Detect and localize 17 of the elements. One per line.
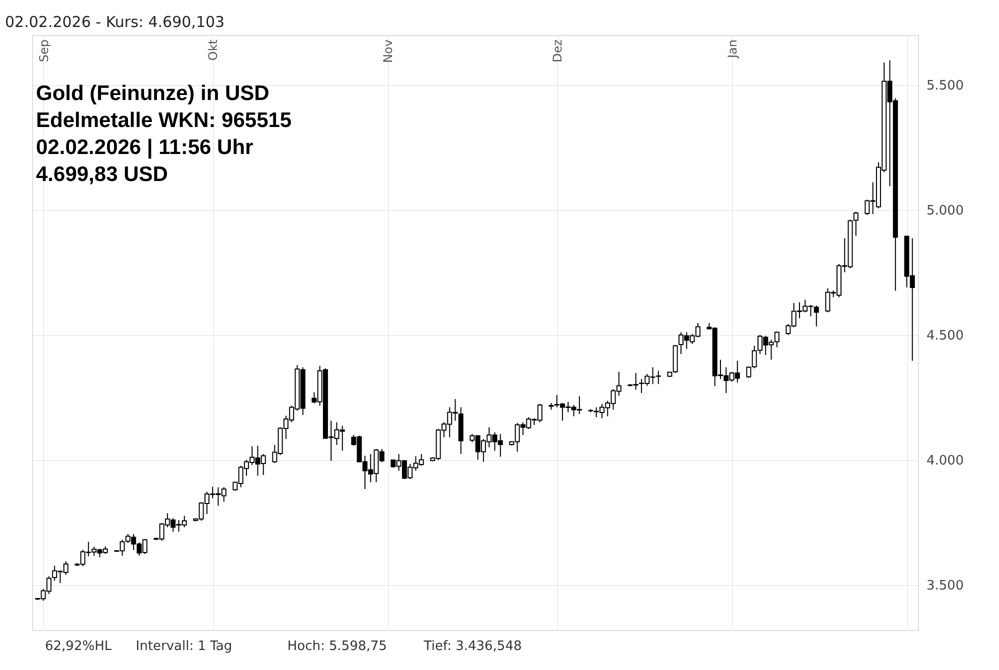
y-tick-label: 5.500 <box>926 78 964 94</box>
x-tick-label: Okt <box>206 39 220 61</box>
x-tick-label: Jan <box>725 40 740 59</box>
x-tick-label: Sep <box>36 40 51 62</box>
y-tick-label: 3.500 <box>926 578 964 594</box>
text: Gold (Feinunze) in USD Edelmetalle WKN: 965515 02.02.2026 | 11:56 Uhr 4.699,83 USD <box>36 82 292 186</box>
chart-title: 02.02.2026 - Kurs: 4.690,103 <box>5 13 225 31</box>
y-tick-label: 5.000 <box>926 204 964 218</box>
text: Intervall: 1 Tag <box>136 639 232 654</box>
text: Tief: 3.436,548 <box>422 639 522 654</box>
y-tick-label: 4.500 <box>926 328 964 344</box>
candlestick <box>814 305 819 327</box>
text: Hoch: 5.598,75 <box>287 639 387 654</box>
text: 62,92%HL <box>45 639 112 654</box>
y-tick-label: 4.000 <box>926 454 964 468</box>
x-tick-label: Nov <box>381 40 396 63</box>
x-tick-label: Dez <box>550 40 564 62</box>
